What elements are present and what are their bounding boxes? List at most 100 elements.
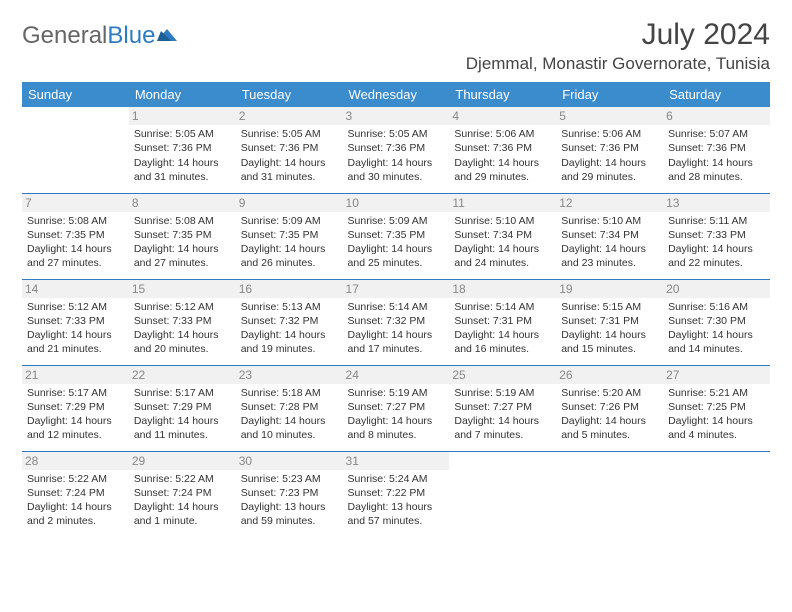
header: GeneralBlue July 2024 Djemmal, Monastir … [22, 18, 770, 74]
sunrise-text: Sunrise: 5:09 AM [348, 214, 445, 228]
sunset-text: Sunset: 7:36 PM [561, 141, 658, 155]
day-number: 8 [129, 194, 236, 212]
sunset-text: Sunset: 7:35 PM [348, 228, 445, 242]
calendar-cell: 21Sunrise: 5:17 AMSunset: 7:29 PMDayligh… [22, 365, 129, 451]
sunrise-text: Sunrise: 5:06 AM [454, 127, 551, 141]
day-number: 5 [556, 107, 663, 125]
daylight-text: Daylight: 14 hours and 5 minutes. [561, 414, 658, 442]
sunrise-text: Sunrise: 5:22 AM [134, 472, 231, 486]
location-subtitle: Djemmal, Monastir Governorate, Tunisia [466, 54, 770, 74]
sunset-text: Sunset: 7:27 PM [454, 400, 551, 414]
day-number: 4 [449, 107, 556, 125]
calendar-cell: 9Sunrise: 5:09 AMSunset: 7:35 PMDaylight… [236, 193, 343, 279]
sunrise-text: Sunrise: 5:14 AM [454, 300, 551, 314]
sunset-text: Sunset: 7:28 PM [241, 400, 338, 414]
daylight-text: Daylight: 14 hours and 8 minutes. [348, 414, 445, 442]
sunrise-text: Sunrise: 5:22 AM [27, 472, 124, 486]
daylight-text: Daylight: 14 hours and 7 minutes. [454, 414, 551, 442]
day-number: 18 [449, 280, 556, 298]
calendar-cell: 20Sunrise: 5:16 AMSunset: 7:30 PMDayligh… [663, 279, 770, 365]
sunset-text: Sunset: 7:32 PM [348, 314, 445, 328]
calendar-cell: 1Sunrise: 5:05 AMSunset: 7:36 PMDaylight… [129, 107, 236, 193]
day-number: 2 [236, 107, 343, 125]
sunset-text: Sunset: 7:36 PM [348, 141, 445, 155]
day-number: 26 [556, 366, 663, 384]
calendar-cell: 14Sunrise: 5:12 AMSunset: 7:33 PMDayligh… [22, 279, 129, 365]
sunset-text: Sunset: 7:24 PM [27, 486, 124, 500]
sunrise-text: Sunrise: 5:08 AM [27, 214, 124, 228]
sunset-text: Sunset: 7:36 PM [454, 141, 551, 155]
sunrise-text: Sunrise: 5:19 AM [454, 386, 551, 400]
day-number: 10 [343, 194, 450, 212]
sunset-text: Sunset: 7:30 PM [668, 314, 765, 328]
day-number: 28 [22, 452, 129, 470]
day-header: Tuesday [236, 82, 343, 107]
sunset-text: Sunset: 7:29 PM [27, 400, 124, 414]
calendar-cell: 6Sunrise: 5:07 AMSunset: 7:36 PMDaylight… [663, 107, 770, 193]
sunrise-text: Sunrise: 5:13 AM [241, 300, 338, 314]
calendar-cell: 7Sunrise: 5:08 AMSunset: 7:35 PMDaylight… [22, 193, 129, 279]
sunrise-text: Sunrise: 5:24 AM [348, 472, 445, 486]
day-number: 16 [236, 280, 343, 298]
day-number: 21 [22, 366, 129, 384]
calendar-cell: 2Sunrise: 5:05 AMSunset: 7:36 PMDaylight… [236, 107, 343, 193]
daylight-text: Daylight: 14 hours and 1 minute. [134, 500, 231, 528]
daylight-text: Daylight: 14 hours and 21 minutes. [27, 328, 124, 356]
daylight-text: Daylight: 14 hours and 15 minutes. [561, 328, 658, 356]
day-number: 7 [22, 194, 129, 212]
daylight-text: Daylight: 14 hours and 17 minutes. [348, 328, 445, 356]
day-number: 22 [129, 366, 236, 384]
day-number: 23 [236, 366, 343, 384]
daylight-text: Daylight: 14 hours and 11 minutes. [134, 414, 231, 442]
sunset-text: Sunset: 7:35 PM [134, 228, 231, 242]
sunrise-text: Sunrise: 5:15 AM [561, 300, 658, 314]
calendar-row: 28Sunrise: 5:22 AMSunset: 7:24 PMDayligh… [22, 451, 770, 537]
day-number: 19 [556, 280, 663, 298]
sunset-text: Sunset: 7:33 PM [134, 314, 231, 328]
day-number: 31 [343, 452, 450, 470]
brand-part1: General [22, 22, 107, 50]
day-number: 3 [343, 107, 450, 125]
sunset-text: Sunset: 7:25 PM [668, 400, 765, 414]
month-title: July 2024 [466, 18, 770, 52]
sunset-text: Sunset: 7:31 PM [454, 314, 551, 328]
brand-logo: GeneralBlue [22, 22, 179, 50]
daylight-text: Daylight: 14 hours and 29 minutes. [454, 156, 551, 184]
daylight-text: Daylight: 14 hours and 24 minutes. [454, 242, 551, 270]
day-header: Friday [556, 82, 663, 107]
calendar-cell: 10 Sunrise: 5:09 AMSunset: 7:35 PMDayligh… [343, 193, 450, 279]
day-number: 14 [22, 280, 129, 298]
daylight-text: Daylight: 14 hours and 19 minutes. [241, 328, 338, 356]
daylight-text: Daylight: 14 hours and 22 minutes. [668, 242, 765, 270]
logo-flag-icon [157, 25, 179, 43]
daylight-text: Daylight: 14 hours and 23 minutes. [561, 242, 658, 270]
sunrise-text: Sunrise: 5:21 AM [668, 386, 765, 400]
sunset-text: Sunset: 7:36 PM [134, 141, 231, 155]
daylight-text: Daylight: 14 hours and 26 minutes. [241, 242, 338, 270]
sunrise-text: Sunrise: 5:17 AM [27, 386, 124, 400]
calendar-cell: 19 Sunrise: 5:15 AMSunset: 7:31 PMDayligh… [556, 279, 663, 365]
calendar-cell: 17Sunrise: 5:14 AMSunset: 7:32 PMDayligh… [343, 279, 450, 365]
day-header: Thursday [449, 82, 556, 107]
calendar-cell: 24Sunrise: 5:19 AMSunset: 7:27 PMDayligh… [343, 365, 450, 451]
calendar-cell: 22Sunrise: 5:17 AMSunset: 7:29 PMDayligh… [129, 365, 236, 451]
sunset-text: Sunset: 7:31 PM [561, 314, 658, 328]
calendar-cell: 23Sunrise: 5:18 AMSunset: 7:28 PMDayligh… [236, 365, 343, 451]
daylight-text: Daylight: 14 hours and 20 minutes. [134, 328, 231, 356]
calendar-cell: 8Sunrise: 5:08 AMSunset: 7:35 PMDaylight… [129, 193, 236, 279]
calendar-row: 7Sunrise: 5:08 AMSunset: 7:35 PMDaylight… [22, 193, 770, 279]
calendar-cell: 4 Sunrise: 5:06 AMSunset: 7:36 PMDaylight… [449, 107, 556, 193]
day-header: Monday [129, 82, 236, 107]
sunset-text: Sunset: 7:35 PM [27, 228, 124, 242]
sunset-text: Sunset: 7:26 PM [561, 400, 658, 414]
sunset-text: Sunset: 7:29 PM [134, 400, 231, 414]
sunset-text: Sunset: 7:22 PM [348, 486, 445, 500]
day-header: Wednesday [343, 82, 450, 107]
calendar-cell: 12Sunrise: 5:10 AMSunset: 7:34 PMDayligh… [556, 193, 663, 279]
day-number: 13 [663, 194, 770, 212]
calendar-table: Sunday Monday Tuesday Wednesday Thursday… [22, 82, 770, 537]
day-number: 17 [343, 280, 450, 298]
daylight-text: Daylight: 14 hours and 31 minutes. [241, 156, 338, 184]
sunrise-text: Sunrise: 5:10 AM [561, 214, 658, 228]
daylight-text: Daylight: 14 hours and 25 minutes. [348, 242, 445, 270]
